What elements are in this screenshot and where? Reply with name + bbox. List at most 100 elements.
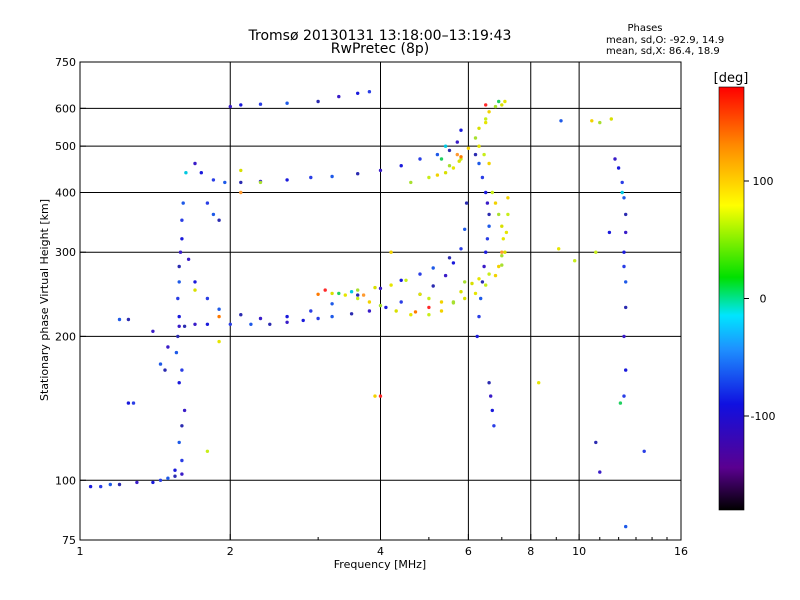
data-point [598,470,602,474]
data-point [484,120,488,125]
data-point [427,175,431,180]
data-point [285,320,289,324]
data-point [158,478,163,482]
data-point [466,146,471,150]
data-point [323,288,327,292]
data-point [501,237,505,241]
data-point [435,173,440,177]
data-point [431,284,435,288]
data-point [594,250,598,254]
data-point [249,322,253,326]
data-point [176,334,180,339]
data-point [427,313,431,317]
data-point [463,280,467,284]
data-point [439,300,444,304]
data-point [349,312,354,316]
data-point [205,322,210,326]
data-point [239,313,243,317]
data-point [356,172,360,176]
data-point [447,164,452,168]
y-tick-label: 100 [55,474,76,487]
data-point [301,318,305,323]
data-point [378,286,383,291]
data-point [173,468,177,472]
data-point [493,104,498,109]
data-point [484,190,488,195]
data-point [484,250,488,254]
data-point [158,362,163,366]
data-point [573,259,577,263]
data-point [503,99,507,104]
data-point [186,257,191,261]
data-point [477,277,481,281]
data-point [477,314,481,319]
data-point [470,281,474,286]
data-point [506,196,510,200]
y-ticks: 75 100 200 300 400 500 600 750 [55,56,86,547]
data-point [177,314,181,319]
data-point [373,394,377,398]
data-point [493,273,498,278]
data-point [268,322,272,326]
data-point [316,292,320,296]
data-point [356,91,360,96]
data-point [205,296,210,301]
data-point [330,174,334,179]
data-point [473,136,478,140]
data-point [182,324,187,328]
data-point [622,334,626,339]
data-point [330,314,334,319]
stats-line-o: mean, sd,O: -92.9, 14.9 [606,35,724,46]
data-point [163,368,167,372]
data-point [356,293,360,297]
chart-title: Tromsø 20130131 13:18:00–13:19:43 [248,28,512,44]
data-point [309,175,313,180]
data-point [431,266,435,270]
data-point [217,339,221,344]
data-point [616,166,621,170]
data-point [367,90,372,94]
stats-heading: Phases [627,23,662,34]
data-point [117,482,122,487]
data-point [624,305,628,310]
data-point [500,224,504,228]
data-point [184,171,188,175]
data-point [490,408,494,413]
colorbar-label: [deg] [714,71,749,86]
data-point [559,119,563,123]
data-point [500,263,504,267]
x-tick-label: 2 [227,545,234,558]
data-point [500,103,504,107]
data-point [199,171,203,175]
data-point [180,237,184,241]
data-point [443,171,448,175]
data-point [480,280,485,284]
data-point [180,218,184,222]
data-point [497,99,501,104]
data-point [389,283,393,287]
data-point [487,224,491,228]
data-point [607,230,612,235]
data-point [205,201,210,205]
data-point [180,424,184,428]
data-point [356,296,360,301]
data-point [487,272,491,276]
y-axis-label: Stationary phase Virtual Height [km] [38,199,51,401]
data-point [457,159,461,163]
colorbar [718,86,745,511]
data-point [378,394,383,398]
data-point [173,474,177,478]
x-tick-label: 8 [527,545,534,558]
data-point [489,394,493,398]
data-point [609,117,613,121]
data-point [487,381,491,385]
data-point [409,180,413,185]
data-point [389,250,393,254]
data-point [620,180,624,185]
y-tick-label: 750 [55,56,76,69]
data-point [497,212,501,217]
data-point [131,401,136,405]
data-point [504,230,509,235]
data-point [394,309,398,313]
